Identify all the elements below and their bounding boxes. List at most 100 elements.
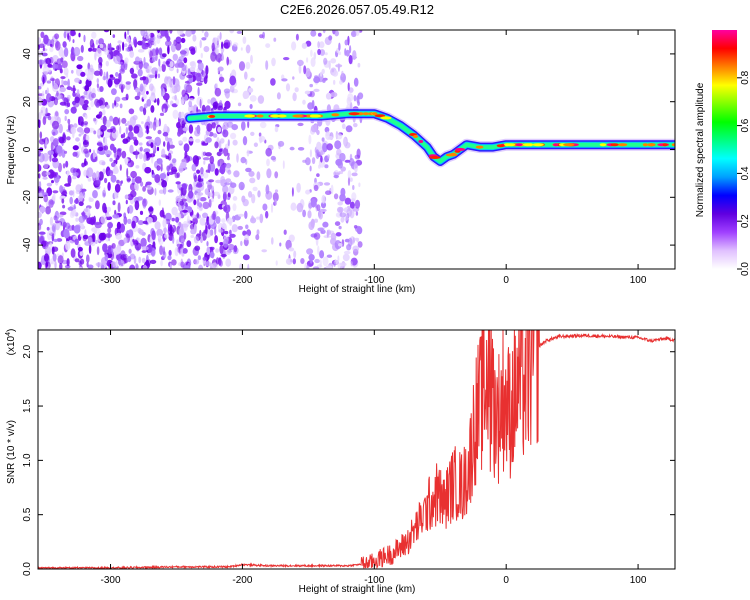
noise-speck (273, 37, 277, 42)
noise-speck (305, 157, 311, 166)
noise-speck (315, 123, 318, 133)
noise-speck (283, 57, 290, 61)
noise-speck (42, 176, 48, 180)
noise-speck (114, 209, 117, 216)
noise-speck (166, 141, 170, 152)
noise-speck (160, 259, 163, 267)
noise-speck (51, 233, 55, 242)
noise-speck (168, 144, 175, 149)
noise-speck (90, 216, 95, 226)
noise-speck (333, 261, 336, 267)
noise-speck (200, 235, 203, 244)
noise-speck (155, 47, 159, 54)
noise-speck (176, 30, 184, 36)
noise-speck (176, 122, 181, 129)
snr-background (38, 330, 675, 569)
noise-speck (124, 123, 128, 127)
noise-speck (174, 246, 179, 257)
noise-speck (182, 221, 188, 230)
noise-speck (169, 262, 172, 269)
noise-speck (165, 40, 172, 47)
noise-speck (218, 105, 223, 111)
noise-speck (218, 148, 223, 152)
noise-speck (160, 30, 167, 37)
noise-speck (49, 46, 54, 53)
x-tick-label: 100 (630, 575, 647, 586)
ridge-hotspot (371, 112, 378, 116)
noise-speck (274, 189, 279, 193)
noise-speck (177, 130, 182, 137)
noise-speck (313, 184, 319, 192)
noise-speck (69, 30, 77, 37)
noise-speck (70, 248, 76, 258)
noise-speck (215, 83, 219, 88)
noise-speck (61, 78, 64, 86)
noise-speck (109, 115, 114, 122)
noise-speck (61, 198, 65, 204)
noise-speck (167, 255, 172, 261)
noise-speck (104, 150, 112, 157)
ridge-hotspot (506, 143, 516, 147)
noise-speck (104, 177, 108, 184)
noise-speck (205, 65, 209, 76)
noise-speck (175, 216, 180, 223)
noise-speck (115, 158, 118, 165)
noise-speck (202, 157, 210, 161)
noise-speck (52, 120, 59, 130)
noise-speck (119, 164, 122, 171)
noise-speck (186, 240, 192, 248)
noise-speck (285, 83, 291, 92)
noise-speck (203, 160, 206, 165)
noise-speck (134, 56, 141, 64)
noise-speck (356, 226, 363, 235)
noise-speck (159, 245, 164, 256)
noise-speck (309, 90, 315, 98)
noise-speck (317, 48, 321, 56)
noise-speck (128, 44, 132, 52)
noise-speck (196, 169, 201, 174)
noise-speck (223, 88, 231, 94)
noise-speck (266, 158, 270, 167)
noise-speck (48, 199, 54, 208)
noise-speck (199, 172, 204, 177)
noise-speck (76, 64, 83, 70)
noise-speck (139, 106, 144, 112)
noise-speck (170, 43, 176, 53)
noise-speck (189, 207, 193, 213)
noise-speck (93, 130, 97, 135)
noise-speck (103, 30, 110, 33)
noise-speck (178, 140, 183, 144)
noise-speck (146, 99, 152, 107)
noise-speck (47, 63, 53, 68)
noise-speck (142, 186, 147, 192)
noise-speck (38, 118, 41, 129)
noise-speck (82, 234, 89, 240)
noise-speck (78, 201, 84, 207)
noise-speck (125, 127, 129, 135)
ridge-hotspot (528, 143, 533, 147)
noise-speck (150, 105, 155, 113)
noise-speck (336, 133, 343, 140)
noise-speck (228, 59, 232, 65)
noise-speck (162, 92, 170, 101)
noise-speck (60, 76, 66, 80)
noise-speck (172, 158, 177, 164)
noise-speck (45, 89, 48, 95)
noise-speck (347, 237, 353, 247)
noise-speck (166, 35, 171, 42)
noise-speck (74, 96, 80, 104)
y-tick-label: 1.5 (22, 399, 33, 413)
noise-speck (250, 77, 255, 82)
noise-speck (208, 198, 212, 208)
noise-speck (197, 86, 200, 97)
noise-speck (182, 248, 188, 254)
noise-speck (183, 265, 190, 269)
noise-speck (328, 35, 333, 41)
noise-speck (68, 190, 74, 196)
noise-speck (244, 71, 248, 80)
noise-speck (137, 49, 145, 53)
colorbar-tick-label: 0.4 (740, 166, 750, 180)
noise-speck (312, 266, 320, 269)
noise-speck (167, 189, 174, 193)
ridge-hotspot (244, 114, 256, 118)
